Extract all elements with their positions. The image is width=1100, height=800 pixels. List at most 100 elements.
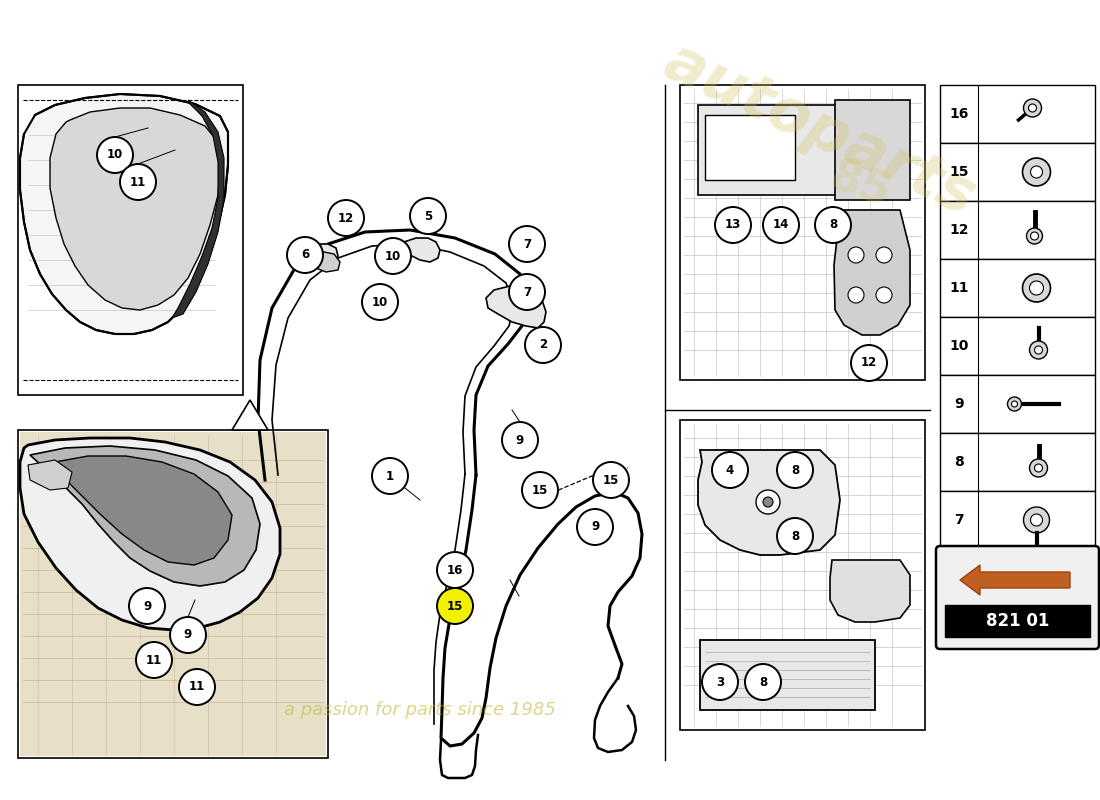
Circle shape xyxy=(372,458,408,494)
Bar xyxy=(18,430,328,758)
Bar xyxy=(705,115,795,180)
Bar xyxy=(835,100,910,200)
Circle shape xyxy=(136,642,172,678)
Bar xyxy=(940,375,1094,433)
Circle shape xyxy=(97,137,133,173)
Polygon shape xyxy=(50,108,220,310)
Circle shape xyxy=(777,452,813,488)
Text: 9: 9 xyxy=(591,521,600,534)
Circle shape xyxy=(1031,166,1043,178)
Text: 10: 10 xyxy=(372,295,388,309)
Polygon shape xyxy=(172,100,224,318)
Circle shape xyxy=(763,497,773,507)
Text: 7: 7 xyxy=(954,513,964,527)
Circle shape xyxy=(1030,341,1047,359)
Text: 2: 2 xyxy=(539,338,547,351)
Circle shape xyxy=(362,284,398,320)
Text: 5: 5 xyxy=(424,210,432,222)
Circle shape xyxy=(328,200,364,236)
Text: 8: 8 xyxy=(759,675,767,689)
Circle shape xyxy=(777,518,813,554)
Circle shape xyxy=(1034,464,1043,472)
Bar xyxy=(940,433,1094,491)
Text: 8: 8 xyxy=(791,530,799,542)
Text: 11: 11 xyxy=(949,281,969,295)
Text: 15: 15 xyxy=(603,474,619,486)
Text: 12: 12 xyxy=(338,211,354,225)
Circle shape xyxy=(851,345,887,381)
Circle shape xyxy=(1031,232,1038,240)
Bar xyxy=(680,85,925,380)
Bar xyxy=(940,85,1094,143)
Circle shape xyxy=(1023,99,1042,117)
Circle shape xyxy=(715,207,751,243)
Text: 15: 15 xyxy=(531,483,548,497)
Bar xyxy=(940,491,1094,549)
Text: 12: 12 xyxy=(949,223,969,237)
Circle shape xyxy=(437,588,473,624)
Circle shape xyxy=(1023,507,1049,533)
Text: 13: 13 xyxy=(725,218,741,231)
Bar xyxy=(698,105,838,195)
Text: 1: 1 xyxy=(386,470,394,482)
Bar xyxy=(20,432,326,756)
Text: 821 01: 821 01 xyxy=(986,612,1049,630)
Circle shape xyxy=(1026,228,1043,244)
Circle shape xyxy=(876,247,892,263)
Circle shape xyxy=(410,198,446,234)
Polygon shape xyxy=(28,460,72,490)
Circle shape xyxy=(129,588,165,624)
Bar xyxy=(940,201,1094,259)
Text: 9: 9 xyxy=(184,629,192,642)
Circle shape xyxy=(120,164,156,200)
Circle shape xyxy=(593,462,629,498)
Text: 8: 8 xyxy=(954,455,964,469)
Text: 85: 85 xyxy=(824,154,896,216)
Text: 8: 8 xyxy=(829,218,837,231)
Bar xyxy=(680,420,925,730)
Circle shape xyxy=(745,664,781,700)
Circle shape xyxy=(1030,281,1044,295)
Text: a passion for parts since 1985: a passion for parts since 1985 xyxy=(284,701,556,719)
Circle shape xyxy=(848,247,864,263)
Polygon shape xyxy=(20,94,228,334)
Polygon shape xyxy=(55,456,232,565)
Text: 8: 8 xyxy=(791,463,799,477)
Polygon shape xyxy=(20,438,281,630)
Bar xyxy=(700,640,874,710)
Polygon shape xyxy=(30,446,260,586)
Circle shape xyxy=(375,238,411,274)
Polygon shape xyxy=(302,244,338,264)
Text: 16: 16 xyxy=(949,107,969,121)
Circle shape xyxy=(437,552,473,588)
Text: 15: 15 xyxy=(949,165,969,179)
Bar xyxy=(18,85,243,395)
Circle shape xyxy=(1023,274,1050,302)
Polygon shape xyxy=(308,252,340,272)
Text: 7: 7 xyxy=(522,286,531,298)
Text: 11: 11 xyxy=(130,175,146,189)
Circle shape xyxy=(1012,401,1018,407)
Text: 10: 10 xyxy=(107,149,123,162)
Polygon shape xyxy=(960,565,1070,595)
Polygon shape xyxy=(830,560,910,622)
Text: 10: 10 xyxy=(385,250,402,262)
Circle shape xyxy=(1034,346,1043,354)
Circle shape xyxy=(848,287,864,303)
Text: 9: 9 xyxy=(143,599,151,613)
Circle shape xyxy=(1023,158,1050,186)
Circle shape xyxy=(502,422,538,458)
Bar xyxy=(940,143,1094,201)
FancyBboxPatch shape xyxy=(936,546,1099,649)
Circle shape xyxy=(170,617,206,653)
Circle shape xyxy=(1028,104,1036,112)
Circle shape xyxy=(702,664,738,700)
Text: 14: 14 xyxy=(773,218,789,231)
Text: 15: 15 xyxy=(447,599,463,613)
Text: 11: 11 xyxy=(146,654,162,666)
Polygon shape xyxy=(486,286,546,328)
Circle shape xyxy=(509,226,544,262)
Circle shape xyxy=(578,509,613,545)
Polygon shape xyxy=(698,450,840,555)
Circle shape xyxy=(815,207,851,243)
